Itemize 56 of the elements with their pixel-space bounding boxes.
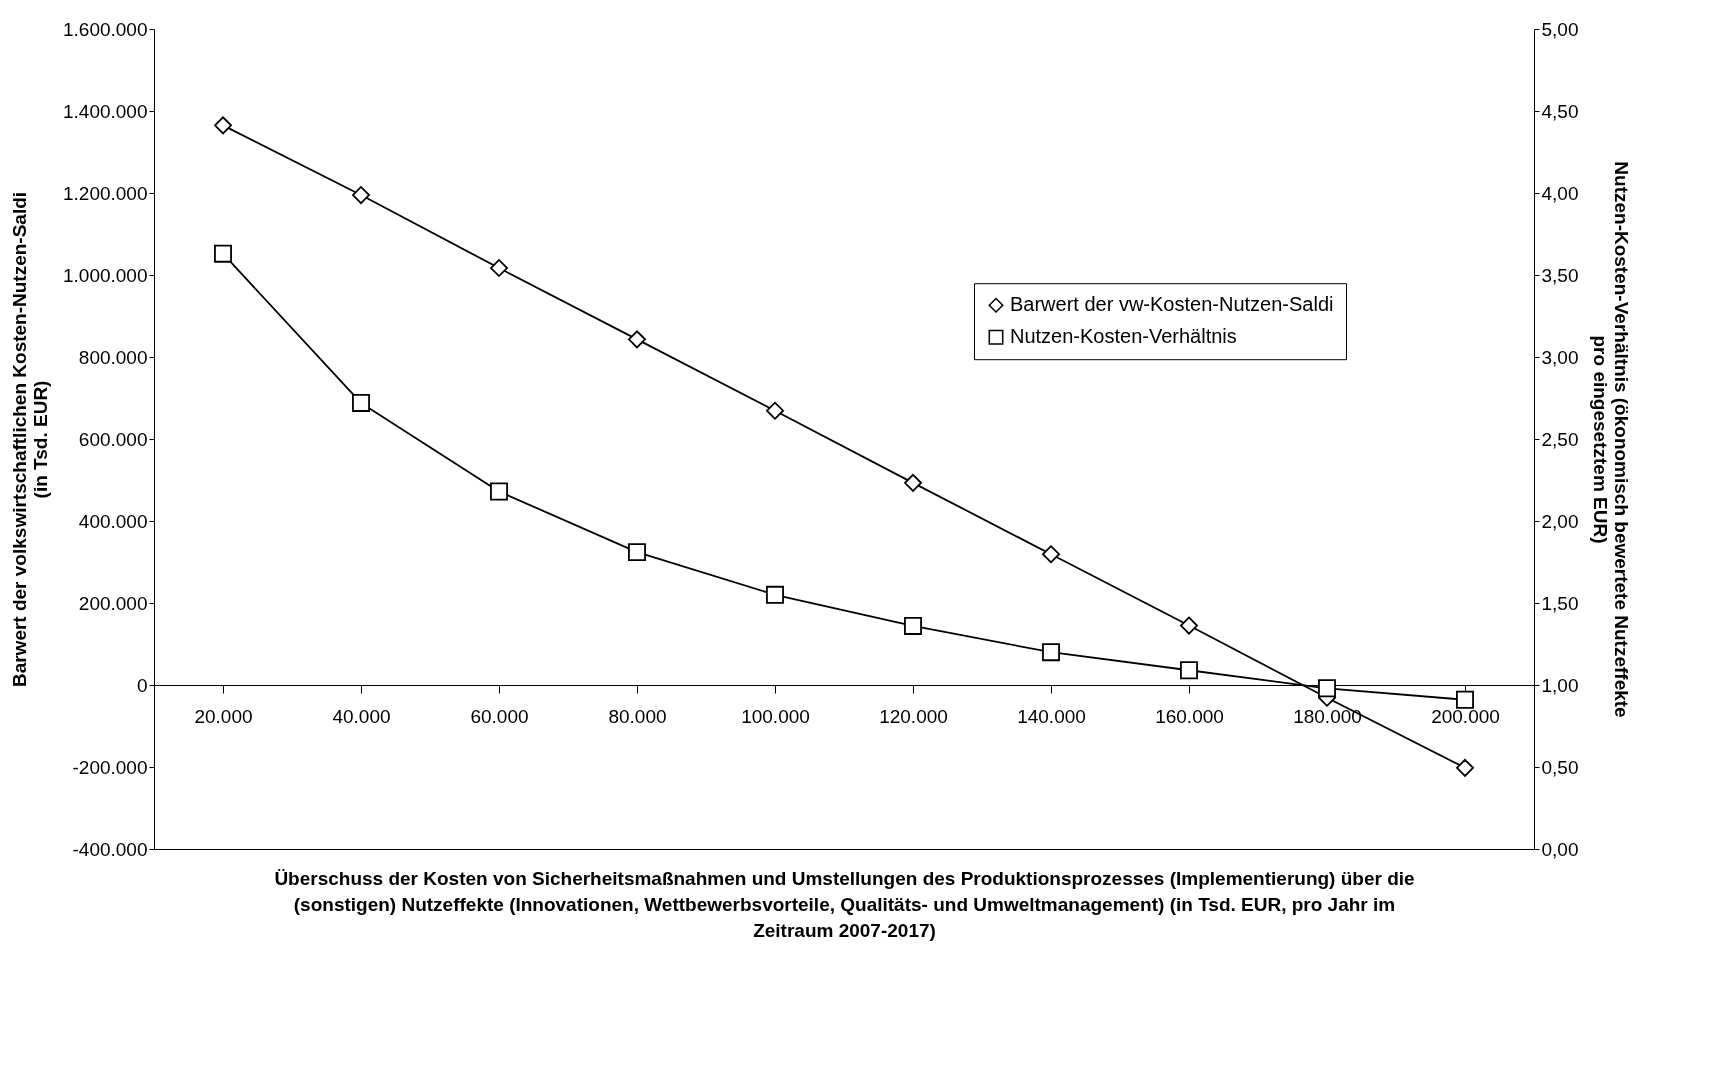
y-tick-label: -400.000 xyxy=(72,838,148,860)
point xyxy=(766,585,784,604)
point xyxy=(1042,643,1060,662)
point xyxy=(352,393,370,412)
point xyxy=(766,401,784,420)
y-tick-label: 0 xyxy=(136,674,148,696)
point xyxy=(1456,690,1474,709)
x-tick-label: 140.000 xyxy=(1017,705,1086,727)
x-tick-label: 60.000 xyxy=(470,705,529,727)
legend-label: Barwert der vw-Kosten-Nutzen-Saldi xyxy=(1010,293,1334,316)
x-tick-label: 80.000 xyxy=(608,705,667,727)
point xyxy=(1180,616,1198,635)
y2-tick-label: 1,00 xyxy=(1541,674,1579,696)
y-tick-label: 800.000 xyxy=(78,346,148,368)
x-tick-label: 40.000 xyxy=(332,705,391,727)
legend-label: Nutzen-Kosten-Verhältnis xyxy=(1010,325,1237,348)
y-tick-label: 600.000 xyxy=(78,428,148,450)
y2-tick-label: 0,00 xyxy=(1541,838,1579,860)
point xyxy=(490,259,508,277)
y2-tick-label: 4,50 xyxy=(1541,100,1579,122)
point xyxy=(214,244,232,263)
y2-tick-label: 3,00 xyxy=(1541,346,1579,368)
x-tick-label: 120.000 xyxy=(879,705,948,727)
y-tick-label: 400.000 xyxy=(78,510,148,532)
y2-tick-label: 3,50 xyxy=(1541,264,1579,286)
x-tick-label: 100.000 xyxy=(741,705,810,727)
point xyxy=(352,186,370,205)
x-tick-label: 180.000 xyxy=(1293,705,1362,727)
y-tick-label: 1.200.000 xyxy=(62,182,148,204)
point xyxy=(1318,679,1336,698)
point xyxy=(628,330,646,349)
y-tick-label: 1.000.000 xyxy=(62,264,148,286)
y2-tick-label: 5,00 xyxy=(1541,18,1579,40)
x-tick-label: 160.000 xyxy=(1155,705,1224,727)
point xyxy=(904,617,922,635)
x-tick-label: 20.000 xyxy=(194,705,253,727)
y-tick-label: -200.000 xyxy=(72,756,148,778)
y2-tick-label: 1,50 xyxy=(1541,592,1579,614)
point xyxy=(214,116,232,135)
y-tick-label: 1.400.000 xyxy=(62,100,148,122)
y2-axis-title: Nutzen-Kosten-Verhältnis (ökonomisch bewertete Nutzeffekte pro eingesetztem EUR) xyxy=(1590,161,1633,718)
point xyxy=(1180,661,1198,680)
point xyxy=(1456,758,1474,777)
y-tick-label: 1.600.000 xyxy=(62,18,148,40)
x-tick-label: 200.000 xyxy=(1431,705,1500,727)
y2-tick-label: 2,50 xyxy=(1541,428,1579,450)
point xyxy=(628,543,646,562)
point xyxy=(1042,545,1060,564)
x-axis-title: Überschuss der Kosten von Sicherheitsmaßnahmen und Umstellungen des Produktionsprozesses (Implementierung) über die (sonstigen) Nutzeffekte (Innovationen, Wettbewerbsvorteile, Qualitäts- und Umweltmanagement) (in Tsd. EUR, pro Jahr im Zeitraum 2007-2017) xyxy=(274,867,1415,941)
y-tick-label: 200.000 xyxy=(78,592,148,614)
y2-tick-label: 2,00 xyxy=(1541,510,1579,532)
point xyxy=(490,482,508,501)
y-axis-title: Barwert der volkswirtschaftlichen Kosten-Nutzen-Saldi (in Tsd. EUR) xyxy=(8,191,51,688)
y2-tick-label: 0,50 xyxy=(1541,756,1579,778)
y2-tick-label: 4,00 xyxy=(1541,182,1579,204)
point xyxy=(904,473,922,492)
